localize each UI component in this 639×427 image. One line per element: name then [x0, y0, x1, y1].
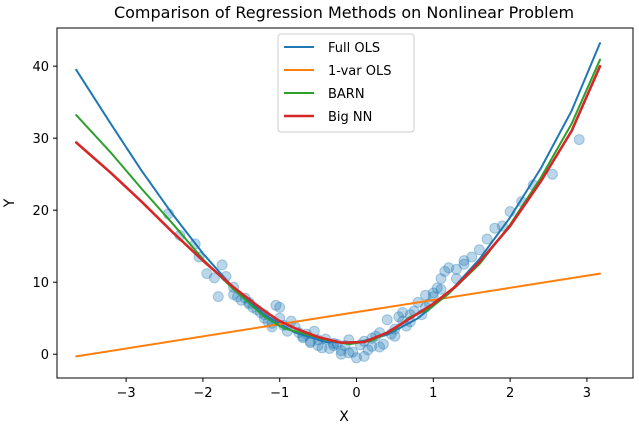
scatter-point [201, 268, 213, 280]
y-tick-label: 10 [32, 276, 49, 291]
scatter-point [343, 347, 355, 359]
scatter-point [481, 233, 493, 245]
scatter-point [450, 263, 462, 275]
legend-label: Big NN [328, 110, 372, 125]
scatter-point [381, 314, 393, 326]
series-line-1-var-ols [75, 272, 601, 358]
scatter-point [458, 255, 470, 267]
scatter-point [427, 287, 439, 299]
scatter-point [374, 341, 386, 353]
scatter-point [377, 338, 389, 350]
scatter-point [458, 258, 470, 270]
scatter-point [324, 343, 336, 354]
scatter-point [274, 301, 286, 313]
y-tick-label: 0 [41, 348, 49, 363]
series-line-big-nn [74, 64, 602, 344]
scatter-point [546, 168, 558, 180]
scatter-point [393, 311, 405, 323]
x-tick-label: −2 [193, 386, 212, 401]
x-tick-label: 0 [352, 386, 360, 401]
scatter-point [212, 291, 224, 303]
y-tick-label: 40 [32, 60, 49, 75]
plot-frame [56, 27, 634, 379]
scatter-point [335, 345, 347, 357]
scatter-point [335, 348, 347, 360]
x-tick-label: −1 [270, 386, 289, 401]
scatter-point [439, 265, 451, 277]
scatter-point [473, 244, 485, 256]
y-tick-label: 20 [32, 204, 49, 219]
scatter-point [347, 346, 359, 358]
scatter-point [362, 344, 374, 356]
scatter-point [208, 272, 220, 284]
x-tick-label: 3 [583, 386, 591, 401]
scatter-point [316, 342, 328, 354]
scatter-point [351, 352, 362, 364]
x-tick-label: 2 [506, 386, 514, 401]
scatter-point [466, 251, 478, 263]
x-tick-label: −3 [117, 386, 136, 401]
scatter-point [431, 282, 443, 294]
y-axis-label: Y [2, 198, 18, 208]
legend-label: 1-var OLS [328, 64, 391, 79]
scatter-point [435, 273, 447, 285]
legend-box [277, 33, 415, 133]
legend-label: BARN [328, 87, 365, 102]
x-tick-label: 1 [429, 386, 437, 401]
y-tick-label: 30 [32, 132, 49, 147]
scatter-point [358, 350, 370, 362]
scatter-point [443, 262, 455, 274]
chart-title: Comparison of Regression Methods on Nonl… [114, 3, 574, 22]
scatter-point [573, 134, 585, 146]
legend: Full OLS 1-var OLS BARN Big NN [277, 33, 415, 133]
legend-label: Full OLS [328, 41, 380, 56]
x-axis-label: X [339, 409, 349, 425]
scatter-point [489, 222, 501, 234]
scatter-point [397, 307, 409, 318]
scatter-point [435, 283, 447, 295]
scatter-point [270, 299, 282, 311]
scatter-point [216, 259, 228, 271]
